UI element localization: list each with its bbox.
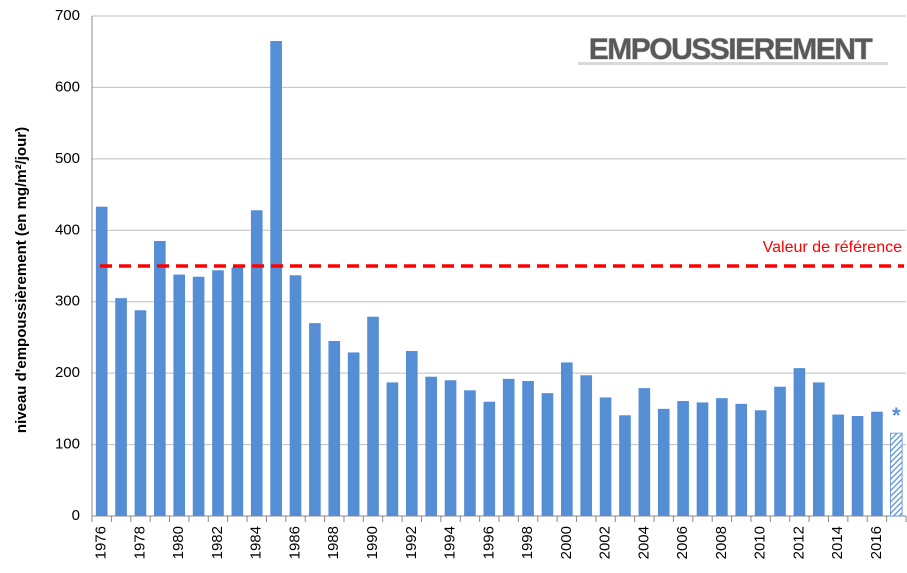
y-tick-label: 100 — [55, 436, 80, 453]
bar — [851, 416, 864, 516]
y-tick-label: 500 — [55, 150, 80, 167]
x-tick-label: 2006 — [674, 526, 691, 559]
bar — [812, 382, 825, 516]
bar — [696, 402, 709, 516]
bar — [250, 210, 263, 517]
bar — [890, 432, 903, 517]
title-underline — [578, 62, 888, 65]
bar — [522, 381, 534, 516]
annotation: * — [892, 403, 901, 428]
bar — [735, 403, 748, 516]
x-tick-label: 1998 — [519, 526, 536, 559]
y-tick-label: 0 — [72, 507, 80, 524]
bar — [561, 362, 573, 516]
x-tick-label: 2014 — [829, 526, 846, 559]
bar — [677, 401, 689, 516]
bar — [192, 276, 205, 516]
bar — [716, 398, 728, 516]
bar — [347, 352, 360, 516]
x-tick-label: 1982 — [209, 526, 226, 559]
bar — [483, 401, 496, 516]
bar — [212, 270, 224, 516]
bar — [444, 380, 457, 516]
x-tick-label: 2008 — [713, 526, 730, 559]
bar — [270, 41, 282, 516]
bar — [115, 298, 127, 516]
bar — [173, 274, 186, 516]
bar — [638, 388, 651, 516]
x-tick-label: 1984 — [248, 526, 265, 559]
bar — [154, 241, 166, 516]
bar — [502, 378, 515, 516]
bar — [580, 375, 593, 516]
bar — [95, 206, 108, 516]
bar — [793, 368, 806, 516]
bar — [754, 410, 767, 516]
title: EMPOUSSIEREMENT — [589, 33, 873, 66]
x-tick-label: 1978 — [131, 526, 148, 559]
x-tick-label: 1994 — [442, 526, 459, 559]
bar — [405, 351, 418, 516]
bar — [464, 390, 476, 516]
x-tick-label: 2002 — [597, 526, 614, 559]
y-tick-label: 700 — [55, 7, 80, 24]
y-tick-label: 200 — [55, 364, 80, 381]
y-tick-label: 400 — [55, 221, 80, 238]
y-tick-label: 600 — [55, 78, 80, 95]
bar — [832, 414, 844, 516]
x-tick-label: 1996 — [480, 526, 497, 559]
x-tick-label: 2004 — [635, 526, 652, 559]
bar — [599, 397, 612, 516]
x-tick-label: 1976 — [93, 526, 110, 559]
x-tick-label: 2016 — [868, 526, 885, 559]
bar — [871, 411, 883, 516]
bar — [231, 267, 244, 516]
bar — [619, 415, 631, 516]
bar — [134, 310, 147, 516]
x-tick-label: 2010 — [752, 526, 769, 559]
bar — [541, 393, 554, 516]
y-axis-label: niveau d'empoussièrement (en mg/m²/jour) — [13, 127, 30, 433]
bar — [774, 386, 786, 516]
bar — [289, 275, 302, 516]
bar — [657, 408, 670, 516]
x-tick-label: 1992 — [403, 526, 420, 559]
y-tick-label: 300 — [55, 293, 80, 310]
x-tick-label: 1988 — [325, 526, 342, 559]
bar — [367, 316, 379, 516]
x-tick-label: 1980 — [170, 526, 187, 559]
x-tick-label: 1990 — [364, 526, 381, 559]
bar — [328, 341, 341, 516]
x-tick-label: 2000 — [558, 526, 575, 559]
bar — [309, 323, 321, 516]
x-tick-label: 1986 — [286, 526, 303, 559]
bar — [386, 382, 399, 516]
x-tick-label: 2012 — [790, 526, 807, 559]
reference-label: Valeur de référence — [763, 239, 902, 256]
bar — [425, 376, 437, 516]
